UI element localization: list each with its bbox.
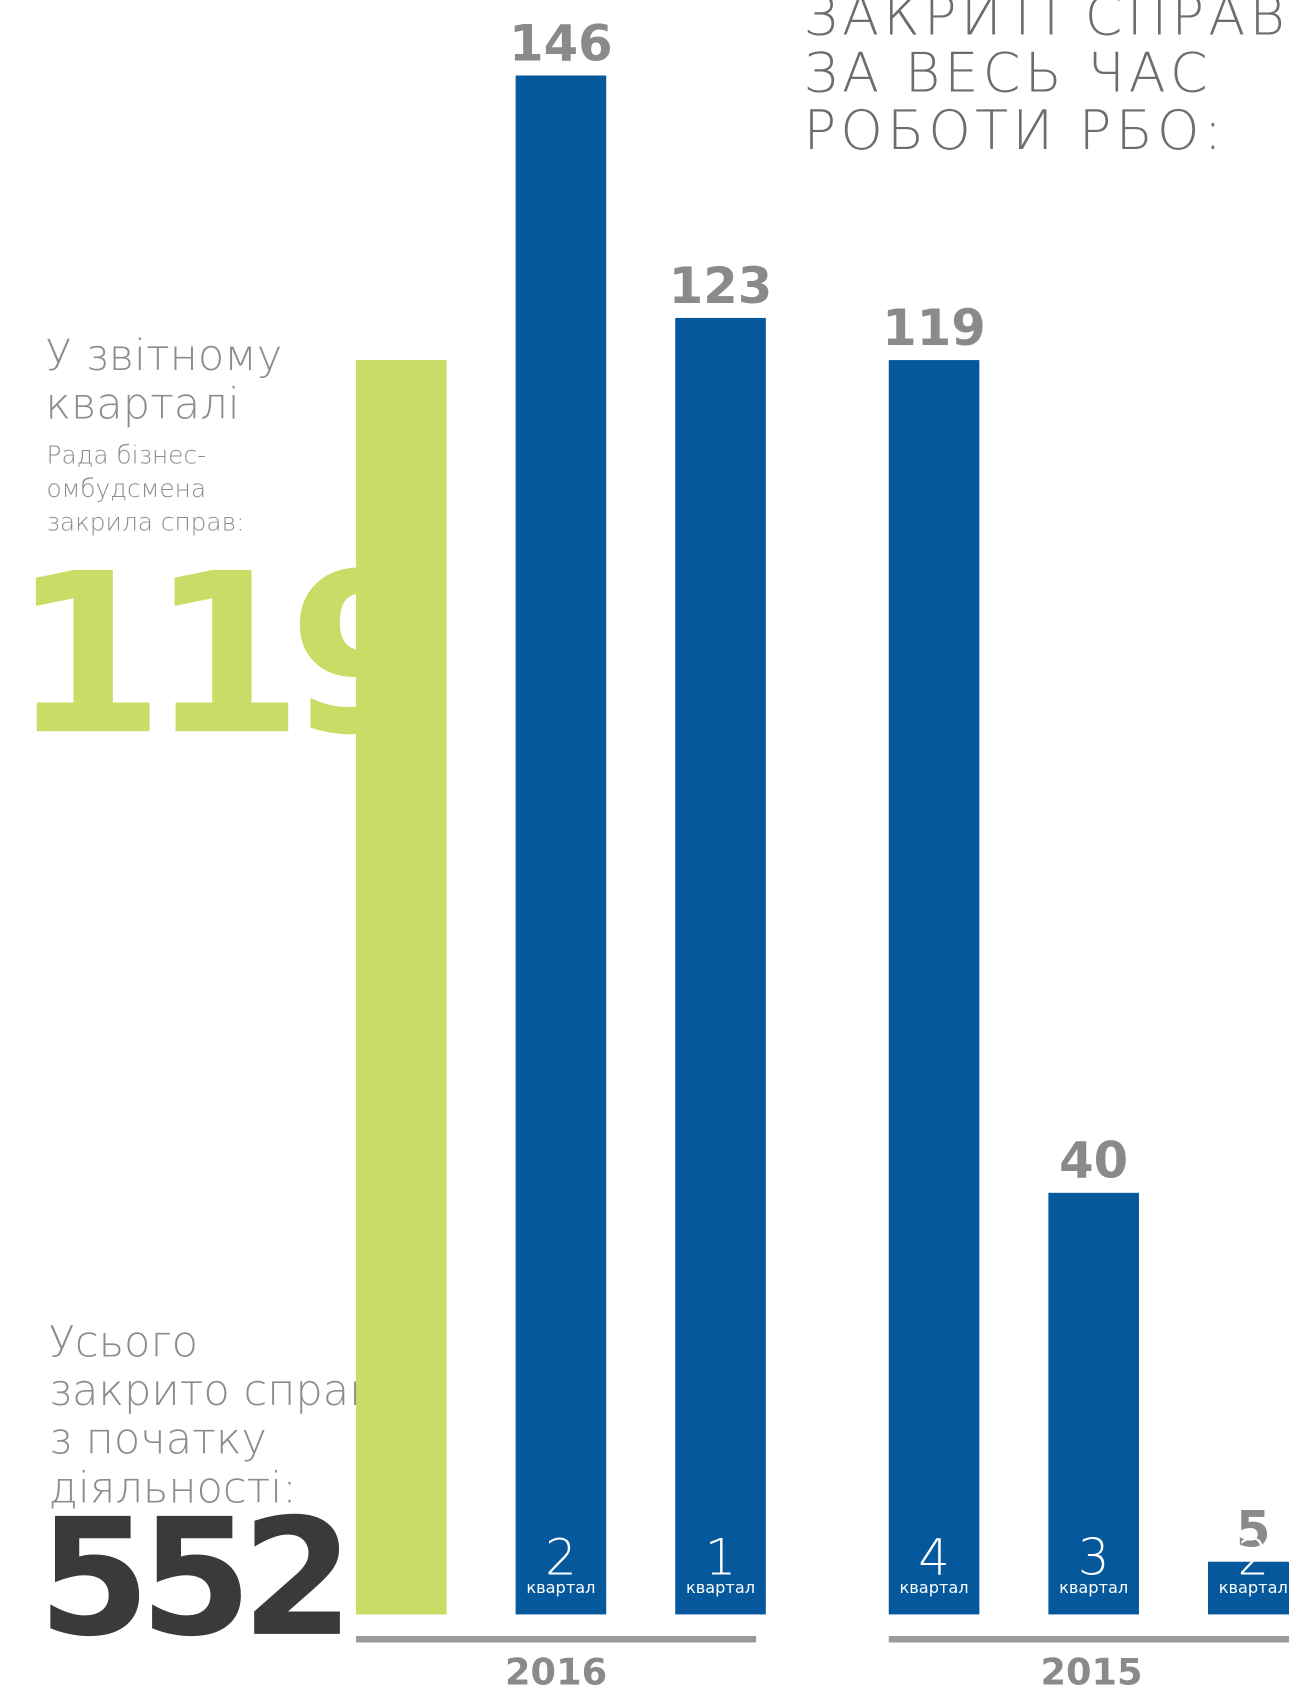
year-line [356, 1635, 757, 1643]
quarter-number: 3 [1078, 1529, 1110, 1587]
value-label: 40 [1059, 1132, 1128, 1190]
chart-title: ЗА ВЕСЬ ЧАС [804, 42, 1212, 105]
chart-title: РОБОТИ РБО: [804, 99, 1227, 162]
bar [888, 360, 980, 1615]
bar [1207, 1561, 1289, 1615]
value-label: 123 [669, 257, 773, 315]
year-line [888, 1635, 1289, 1643]
quarter-number: 4 [918, 1529, 950, 1587]
quarter-heading: У звітному [45, 331, 282, 381]
quarter-word: квартал [1219, 1578, 1288, 1597]
value-label: 146 [509, 14, 613, 72]
bar [1048, 1192, 1139, 1615]
quarter-heading: кварталі [45, 379, 239, 429]
bar [675, 317, 766, 1615]
quarter-note: закрила справ: [47, 508, 245, 537]
quarter-number: 2 [1238, 1529, 1270, 1587]
quarter-word: квартал [686, 1578, 755, 1597]
year-label: 2016 [505, 1651, 607, 1691]
value-label: 119 [882, 299, 986, 357]
quarter-note: Рада бізнес- [47, 441, 207, 470]
total-heading: діяльності: [49, 1463, 297, 1513]
quarter-word: квартал [1059, 1578, 1128, 1597]
year-label: 2015 [1040, 1651, 1142, 1691]
bar [356, 360, 447, 1615]
bar [515, 75, 607, 1615]
total-heading: Усього [49, 1318, 198, 1368]
quarter-word: квартал [900, 1578, 969, 1597]
chart-title: ЗАКРИТІ СПРАВИ [804, 0, 1289, 48]
total-heading: з початку [49, 1415, 267, 1465]
value-label: 5 [1236, 1501, 1271, 1559]
quarter-number: 1 [705, 1529, 737, 1587]
total: 552 [38, 1485, 343, 1673]
quarter-word: квартал [526, 1578, 595, 1597]
total-heading: закрито справ [49, 1366, 375, 1416]
quarter-number: 2 [545, 1529, 577, 1587]
quarter-note: омбудсмена [47, 474, 207, 503]
